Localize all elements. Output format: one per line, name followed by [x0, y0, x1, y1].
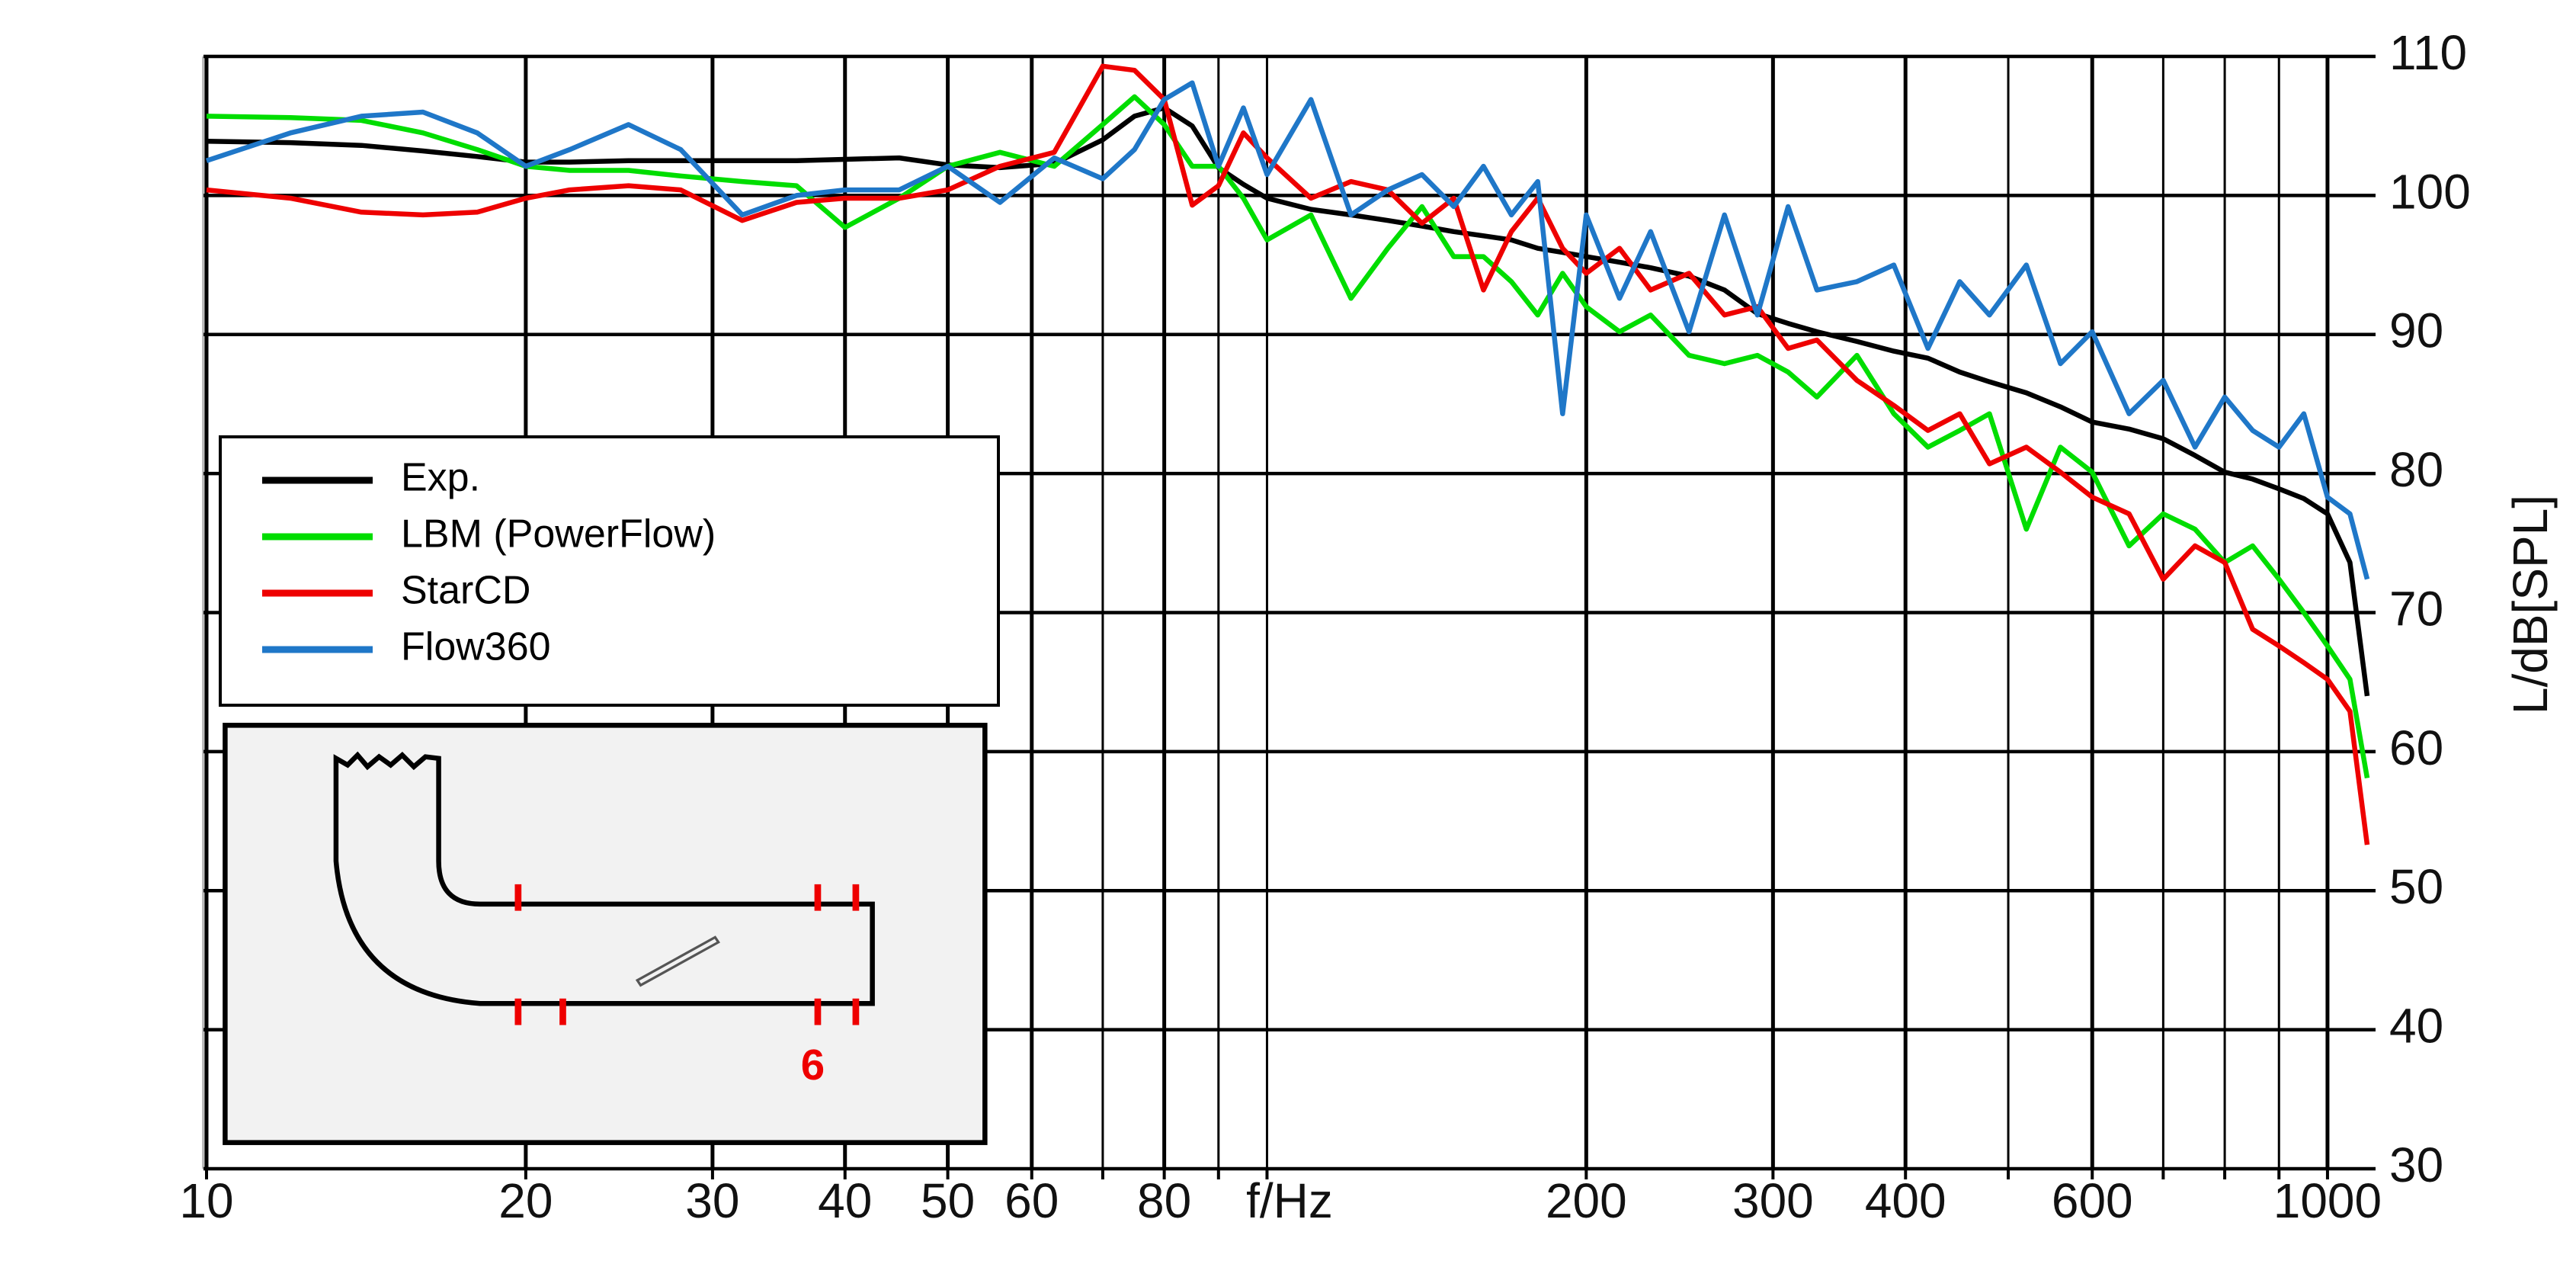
y-tick-label: 80 — [2389, 442, 2443, 497]
y-tick-label: 60 — [2389, 720, 2443, 775]
x-tick-label: 600 — [2052, 1173, 2133, 1228]
x-tick-label: 300 — [1732, 1173, 1814, 1228]
series-line — [206, 63, 2370, 845]
legend-label: StarCD — [401, 569, 530, 613]
legend-label: Flow360 — [401, 625, 551, 669]
x-axis-label: f/Hz — [1246, 1173, 1333, 1228]
x-tick-label: 10 — [179, 1173, 233, 1228]
series-line — [206, 105, 2370, 697]
plate — [635, 935, 720, 987]
series-line — [206, 94, 2370, 779]
y-tick-label: 70 — [2389, 581, 2443, 636]
y-tick-label: 40 — [2389, 999, 2443, 1054]
x-tick-label: 40 — [818, 1173, 872, 1228]
x-tick-label: 80 — [1137, 1173, 1191, 1228]
y-tick-label: 30 — [2389, 1137, 2443, 1192]
legend-label: Exp. — [401, 456, 480, 500]
series-line — [205, 80, 2370, 580]
y-tick-label: 90 — [2389, 303, 2443, 358]
duct — [333, 751, 875, 1006]
lines — [205, 63, 2370, 845]
x-tick-label: 20 — [498, 1173, 553, 1228]
y-axis-label: L/dB[SPL] — [2503, 495, 2558, 714]
y-tick-label: 100 — [2389, 164, 2471, 219]
sensors — [514, 884, 860, 1025]
legend-label: LBM (PowerFlow) — [401, 512, 716, 557]
x-tick-label: 1000 — [2273, 1173, 2382, 1228]
x-tick-label: 200 — [1546, 1173, 1627, 1228]
inset: 6 — [223, 723, 988, 1145]
y-tick-label: 50 — [2389, 859, 2443, 914]
x-tick-label: 30 — [685, 1173, 739, 1228]
x-tick-label: 400 — [1865, 1173, 1946, 1228]
x-tick-label: 50 — [921, 1173, 975, 1228]
legend: Exp. LBM (PowerFlow) StarCD Flow360 — [219, 435, 1000, 707]
sensor-label: 6 — [801, 1041, 825, 1089]
y-tick-label: 110 — [2389, 25, 2467, 80]
x-tick-label: 60 — [1004, 1173, 1059, 1228]
